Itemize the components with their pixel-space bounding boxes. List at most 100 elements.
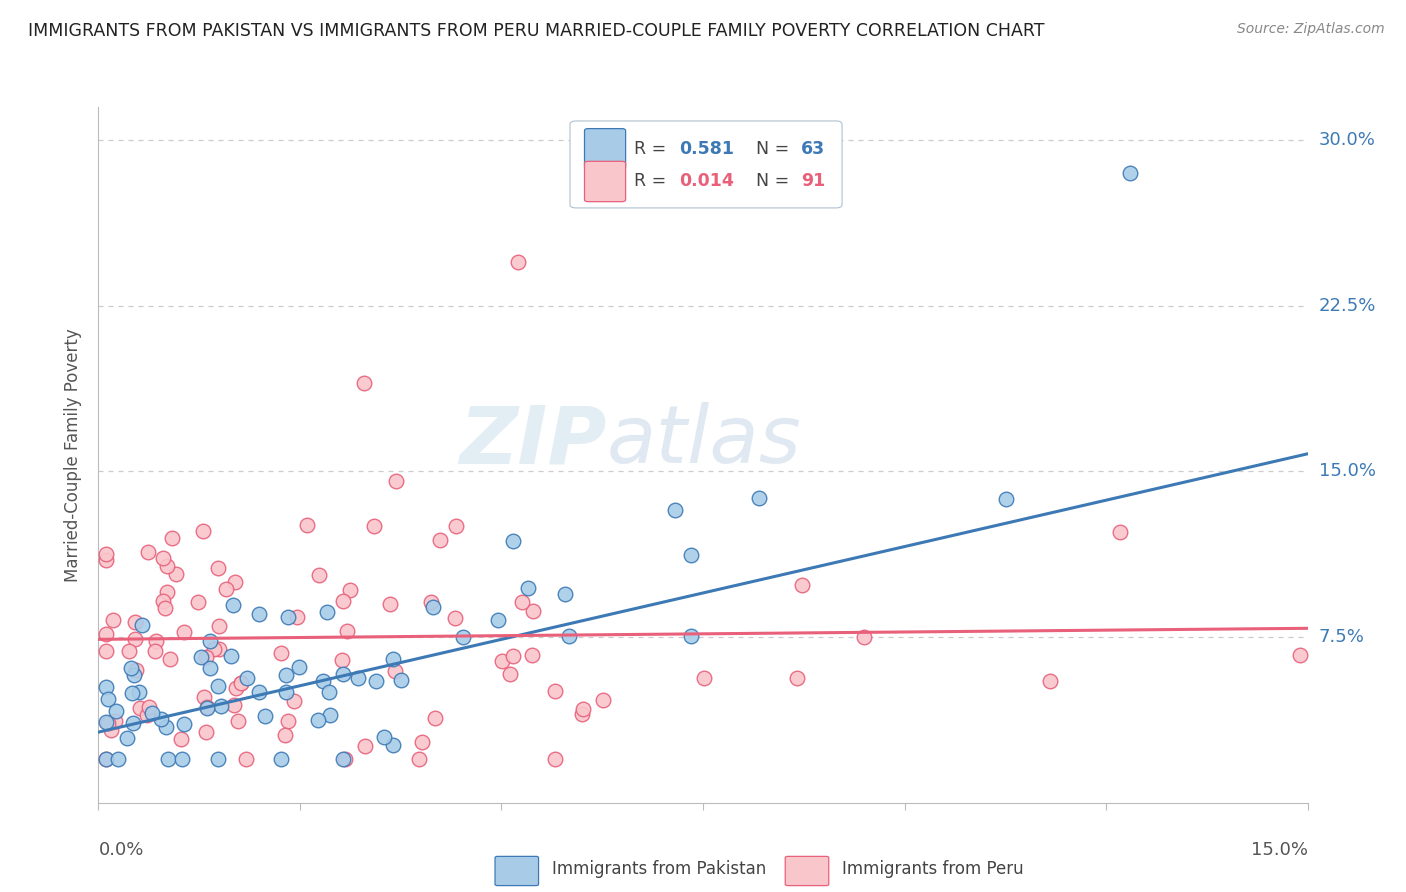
- Text: ZIP: ZIP: [458, 402, 606, 480]
- Y-axis label: Married-Couple Family Poverty: Married-Couple Family Poverty: [65, 328, 83, 582]
- Point: [136, 707, 159, 722]
- Point: [107, 751, 129, 765]
- Point: [121, 686, 143, 700]
- Point: [100, 723, 122, 737]
- Point: [332, 594, 354, 608]
- Text: Immigrants from Pakistan: Immigrants from Pakistan: [551, 860, 766, 878]
- Text: R =: R =: [634, 172, 672, 191]
- Point: [190, 649, 212, 664]
- Point: [138, 545, 160, 559]
- Point: [491, 654, 513, 668]
- Point: [353, 739, 375, 754]
- Point: [231, 675, 253, 690]
- Text: 30.0%: 30.0%: [1319, 131, 1375, 149]
- Point: [118, 644, 141, 658]
- Point: [96, 627, 118, 641]
- Point: [332, 751, 354, 765]
- Point: [169, 731, 191, 746]
- Point: [97, 715, 120, 730]
- Point: [152, 551, 174, 566]
- Point: [96, 644, 118, 658]
- Point: [152, 594, 174, 608]
- Point: [277, 714, 299, 729]
- Point: [96, 553, 118, 567]
- Text: R =: R =: [634, 140, 672, 158]
- Point: [276, 685, 298, 699]
- Point: [150, 712, 173, 726]
- Point: [254, 709, 277, 723]
- Point: [225, 681, 247, 695]
- Point: [382, 652, 405, 666]
- Point: [554, 586, 576, 600]
- Point: [319, 707, 342, 722]
- Point: [165, 566, 187, 581]
- Text: 15.0%: 15.0%: [1319, 462, 1375, 481]
- Point: [122, 715, 145, 730]
- Text: 7.5%: 7.5%: [1319, 628, 1365, 646]
- Point: [315, 605, 337, 619]
- Text: 22.5%: 22.5%: [1319, 297, 1376, 315]
- Point: [104, 714, 127, 728]
- Point: [96, 751, 118, 765]
- Point: [378, 597, 401, 611]
- Point: [208, 641, 231, 656]
- Point: [571, 706, 593, 721]
- Point: [124, 615, 146, 629]
- Point: [444, 611, 467, 625]
- Point: [207, 679, 229, 693]
- Point: [408, 751, 430, 765]
- Point: [748, 491, 770, 505]
- Point: [510, 595, 533, 609]
- Point: [215, 582, 238, 596]
- Point: [411, 735, 433, 749]
- Point: [330, 653, 353, 667]
- Point: [693, 671, 716, 685]
- Point: [544, 751, 567, 765]
- Point: [117, 731, 139, 746]
- Point: [138, 700, 160, 714]
- Point: [363, 518, 385, 533]
- Point: [499, 666, 522, 681]
- Point: [194, 725, 217, 739]
- Point: [1039, 674, 1062, 689]
- Point: [156, 559, 179, 574]
- Point: [194, 649, 217, 664]
- Point: [195, 700, 218, 714]
- Point: [274, 728, 297, 742]
- FancyBboxPatch shape: [495, 856, 538, 886]
- Point: [228, 714, 250, 728]
- Text: atlas: atlas: [606, 402, 801, 480]
- Point: [520, 648, 543, 662]
- Point: [423, 711, 446, 725]
- Point: [420, 594, 443, 608]
- Point: [235, 751, 257, 765]
- Point: [157, 751, 180, 765]
- Point: [231, 676, 253, 690]
- Point: [124, 632, 146, 646]
- Point: [202, 641, 225, 656]
- FancyBboxPatch shape: [785, 856, 828, 886]
- Point: [332, 667, 354, 681]
- Point: [207, 561, 229, 575]
- Text: Immigrants from Peru: Immigrants from Peru: [842, 860, 1024, 878]
- Point: [187, 595, 209, 609]
- Point: [141, 706, 163, 720]
- Point: [222, 598, 245, 612]
- Text: N =: N =: [745, 172, 794, 191]
- Point: [502, 534, 524, 549]
- Text: 0.581: 0.581: [679, 140, 734, 158]
- Point: [143, 644, 166, 658]
- Point: [544, 684, 567, 698]
- Point: [219, 648, 242, 663]
- Point: [173, 624, 195, 639]
- Point: [159, 652, 181, 666]
- Point: [124, 668, 146, 682]
- Point: [429, 533, 451, 548]
- Point: [558, 629, 581, 643]
- Point: [364, 673, 387, 688]
- Point: [336, 624, 359, 639]
- FancyBboxPatch shape: [585, 128, 626, 169]
- Point: [664, 503, 686, 517]
- Point: [247, 607, 270, 622]
- Point: [207, 619, 229, 633]
